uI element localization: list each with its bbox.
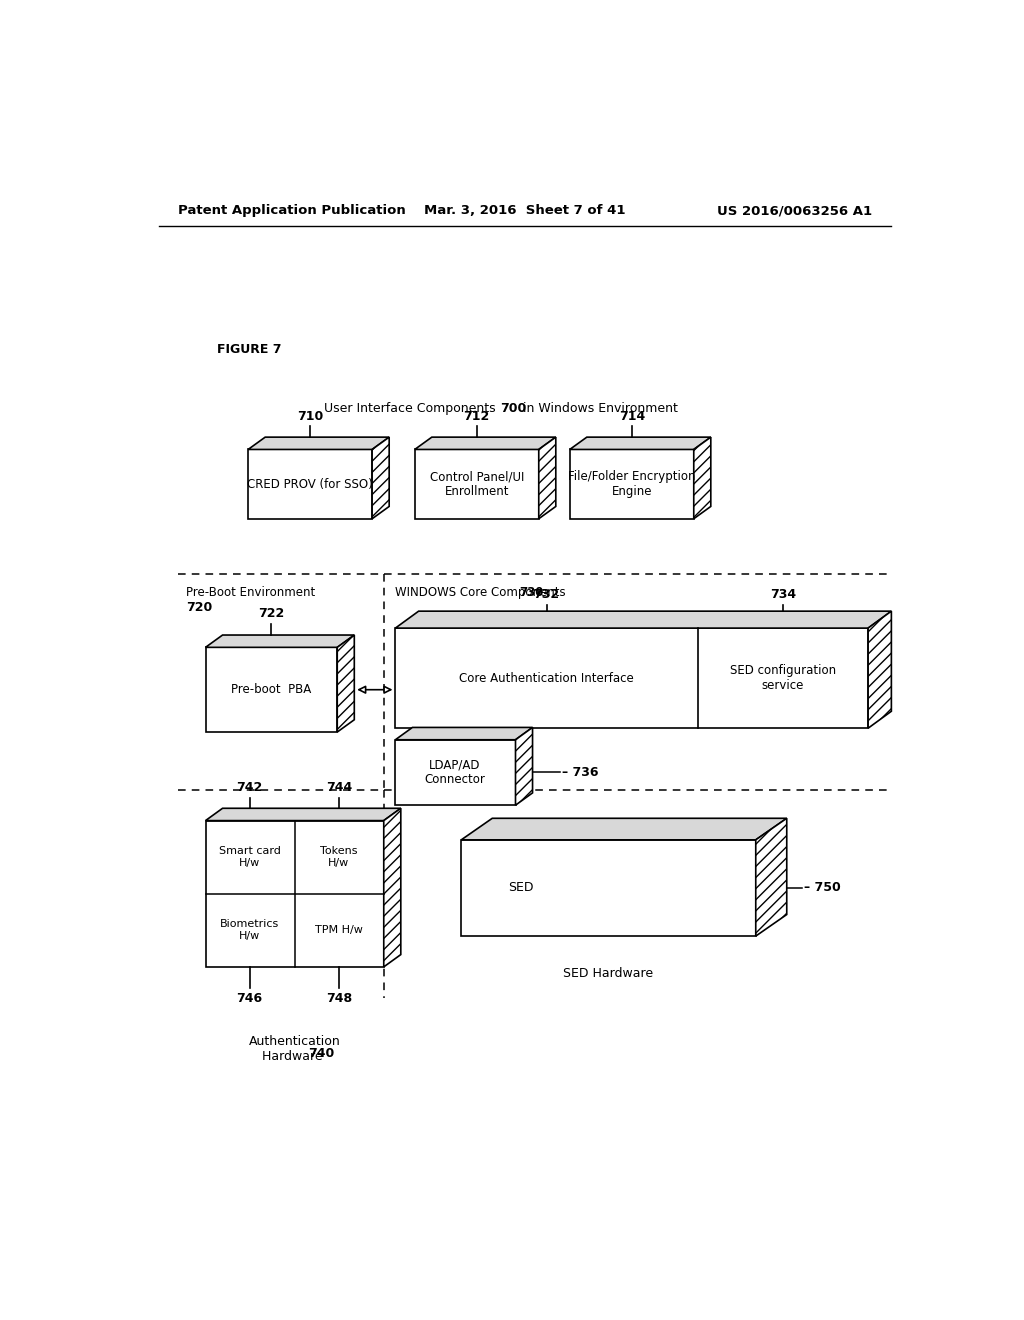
Text: FIGURE 7: FIGURE 7 [217,343,282,356]
Text: 700: 700 [500,403,526,416]
Polygon shape [461,818,786,840]
Polygon shape [206,647,337,733]
Polygon shape [395,611,891,628]
Polygon shape [539,437,556,519]
Text: Control Panel/UI
Enrollment: Control Panel/UI Enrollment [429,470,524,498]
Text: Smart card
H/w: Smart card H/w [219,846,281,867]
Text: Mar. 3, 2016  Sheet 7 of 41: Mar. 3, 2016 Sheet 7 of 41 [424,205,626,218]
Text: WINDOWS Core Components: WINDOWS Core Components [395,586,569,599]
Text: 740: 740 [308,1047,335,1060]
Text: Authentication
Hardware: Authentication Hardware [249,1035,341,1063]
Polygon shape [415,437,556,449]
Text: US 2016/0063256 A1: US 2016/0063256 A1 [717,205,872,218]
Text: 714: 714 [618,409,645,422]
Text: 742: 742 [237,781,263,795]
Text: 722: 722 [258,607,285,620]
Polygon shape [756,818,786,936]
Text: Tokens
H/w: Tokens H/w [321,846,357,867]
Polygon shape [206,808,400,821]
Polygon shape [569,437,711,449]
Polygon shape [693,437,711,519]
Text: in Windows Environment: in Windows Environment [519,403,678,416]
Text: 732: 732 [534,589,559,601]
Polygon shape [395,628,868,729]
Text: Pre-boot  PBA: Pre-boot PBA [231,684,311,696]
Text: LDAP/AD
Connector: LDAP/AD Connector [425,758,485,787]
Polygon shape [569,449,693,519]
Text: 710: 710 [297,409,324,422]
Text: Biometrics
H/w: Biometrics H/w [220,919,280,941]
Polygon shape [248,437,389,449]
Polygon shape [206,635,354,647]
Text: SED Hardware: SED Hardware [563,966,653,979]
Text: Core Authentication Interface: Core Authentication Interface [459,672,634,685]
Polygon shape [395,739,515,805]
Text: TPM H/w: TPM H/w [314,925,362,935]
Text: 720: 720 [186,601,212,614]
Polygon shape [337,635,354,733]
Polygon shape [515,727,532,805]
Polygon shape [415,449,539,519]
Polygon shape [384,808,400,966]
Text: Pre-Boot Environment: Pre-Boot Environment [186,586,315,599]
Text: CRED PROV (for SSO): CRED PROV (for SSO) [247,478,373,491]
Text: 746: 746 [237,991,263,1005]
Text: 744: 744 [326,781,352,795]
Text: 712: 712 [464,409,489,422]
Polygon shape [868,611,891,729]
Text: SED configuration
service: SED configuration service [730,664,836,692]
Text: – 750: – 750 [804,880,841,894]
Text: File/Folder Encryption
Engine: File/Folder Encryption Engine [568,470,695,498]
Polygon shape [395,727,532,739]
Text: 730: 730 [519,586,544,599]
Text: 734: 734 [770,589,796,601]
Text: User Interface Components: User Interface Components [325,403,500,416]
Text: – 736: – 736 [562,766,598,779]
Text: 748: 748 [326,991,352,1005]
Polygon shape [206,821,384,966]
Polygon shape [372,437,389,519]
Polygon shape [248,449,372,519]
Polygon shape [461,840,756,936]
Text: SED: SED [508,880,534,894]
Text: Patent Application Publication: Patent Application Publication [178,205,407,218]
